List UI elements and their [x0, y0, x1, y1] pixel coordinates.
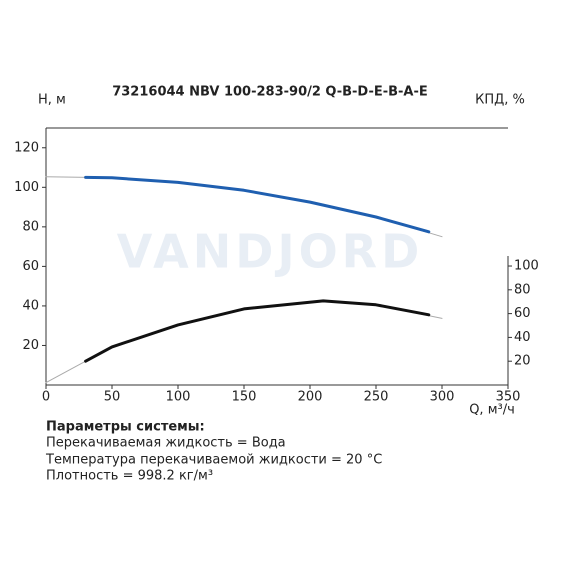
- info-line: Перекачиваемая жидкость = Вода: [46, 436, 286, 451]
- y-axis-label: H, м: [38, 93, 66, 108]
- y2-tick-label: 100: [514, 259, 539, 274]
- y2-axis-label: КПД, %: [475, 93, 525, 108]
- info-line: Плотность = 998.2 кг/м³: [46, 469, 213, 484]
- y2-tick-label: 20: [514, 354, 531, 369]
- x-tick-label: 150: [232, 390, 257, 405]
- y-tick-label: 80: [22, 219, 39, 234]
- y-tick-label: 40: [22, 298, 39, 313]
- curve: [45, 300, 443, 384]
- x-tick-label: 100: [166, 390, 191, 405]
- x-tick-label: 200: [298, 390, 323, 405]
- watermark: VANDJORD: [117, 225, 424, 279]
- y-tick-label: 100: [14, 180, 39, 195]
- curve: [84, 299, 431, 363]
- info-heading: Параметры системы:: [46, 420, 205, 435]
- x-tick-label: 300: [430, 390, 455, 405]
- y-tick-label: 20: [22, 338, 39, 353]
- y2-tick-label: 40: [514, 330, 531, 345]
- y-tick-label: 60: [22, 259, 39, 274]
- chart-title: 73216044 NBV 100-283-90/2 Q-B-D-E-B-A-E: [112, 85, 428, 100]
- y-tick-label: 120: [14, 140, 39, 155]
- info-line: Температура перекачиваемой жидкости = 20…: [45, 453, 382, 468]
- y2-tick-label: 60: [514, 306, 531, 321]
- x-tick-label: 350: [496, 390, 521, 405]
- x-tick-label: 50: [104, 390, 121, 405]
- x-tick-label: 0: [42, 390, 50, 405]
- curve: [84, 175, 431, 234]
- y2-tick-label: 80: [514, 282, 531, 297]
- x-axis-label: Q, м³/ч: [469, 403, 515, 418]
- x-tick-label: 250: [364, 390, 389, 405]
